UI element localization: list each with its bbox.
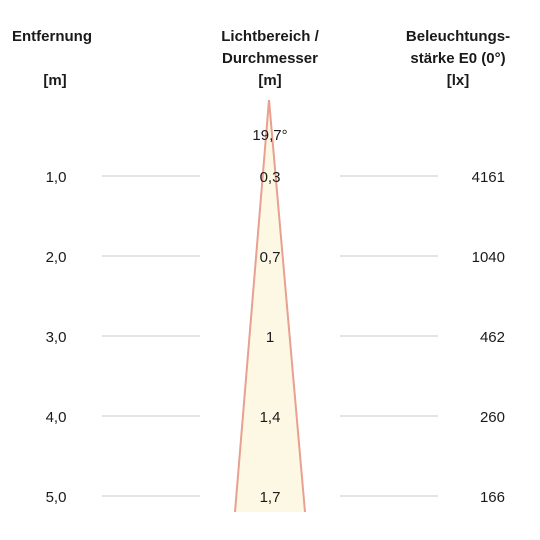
header-illuminance-unit: [lx]: [447, 72, 470, 89]
diameter-value: 1,7: [260, 489, 281, 506]
header-illuminance-subtitle: stärke E0 (0°): [410, 50, 505, 67]
distance-value: 5,0: [46, 489, 67, 506]
light-cone-left-edge: [234, 99, 270, 513]
diameter-value: 1: [266, 329, 274, 346]
distance-value: 2,0: [46, 249, 67, 266]
beam-angle-label: 19,7°: [252, 127, 287, 144]
header-diameter-unit: [m]: [258, 72, 281, 89]
distance-value: 3,0: [46, 329, 67, 346]
light-cone: [235, 100, 305, 512]
diameter-value: 1,4: [260, 409, 281, 426]
diameter-value: 0,7: [260, 249, 281, 266]
diameter-value: 0,3: [260, 169, 281, 186]
light-cone-right-edge: [268, 99, 306, 513]
distance-value: 4,0: [46, 409, 67, 426]
illuminance-value: 260: [480, 409, 505, 426]
header-diameter-title: Lichtbereich /: [221, 28, 319, 45]
header-distance-title: Entfernung: [12, 28, 92, 45]
illuminance-value: 166: [480, 489, 505, 506]
illuminance-value: 1040: [472, 249, 505, 266]
header-distance-unit: [m]: [43, 72, 66, 89]
header-illuminance-title: Beleuchtungs-: [406, 28, 510, 45]
illuminance-value: 4161: [472, 169, 505, 186]
header-diameter-subtitle: Durchmesser: [222, 50, 318, 67]
illuminance-value: 462: [480, 329, 505, 346]
distance-value: 1,0: [46, 169, 67, 186]
